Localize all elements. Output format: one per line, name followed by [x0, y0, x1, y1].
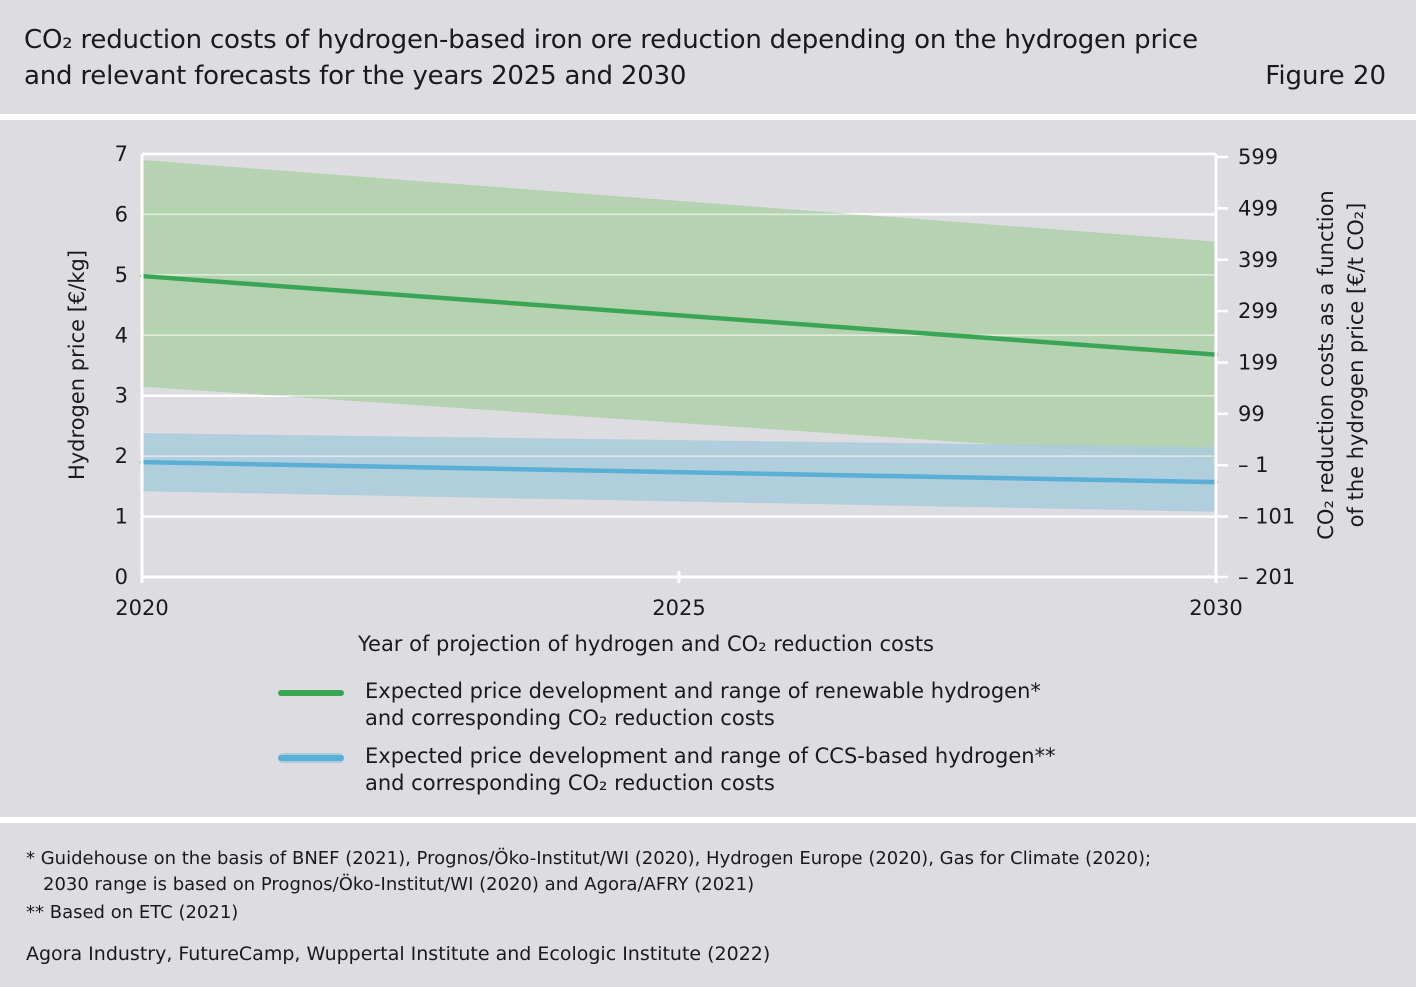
- tick-labels: 0 1 2 3 4 5 6 7 – 201 – 101 – 1 99 199 299 399 499 599 20…: [115, 142, 1296, 620]
- y2-tick-label: 199: [1238, 350, 1278, 374]
- chart-title-line1: CO₂ reduction costs of hydrogen-based ir…: [24, 25, 1198, 55]
- legend-text-renewable: Expected price development and range of …: [365, 678, 1125, 732]
- header-panel: CO₂ reduction costs of hydrogen-based ir…: [0, 0, 1416, 114]
- footnote-2: ** Based on ETC (2021): [26, 902, 239, 923]
- legend-ccs-line1: Expected price development and range of …: [365, 744, 1056, 768]
- figure-label: Figure 20: [1265, 61, 1386, 91]
- x-tick-label: 2030: [1189, 596, 1242, 620]
- y2-tick-label: 499: [1238, 196, 1278, 220]
- footnote-1-line1: * Guidehouse on the basis of BNEF (2021)…: [26, 848, 1152, 869]
- x-tick-label: 2025: [652, 596, 705, 620]
- y-tick-label: 4: [115, 323, 128, 347]
- range-bands: [142, 153, 1216, 518]
- range-band-renewable: [142, 160, 1216, 460]
- y2-axis-label-line1: CO₂ reduction costs as a function: [1314, 190, 1338, 539]
- series-line-ccs: [139, 459, 1219, 485]
- y2-tick-label: 399: [1238, 248, 1278, 272]
- x-axis-label: Year of projection of hydrogen and CO₂ r…: [357, 632, 934, 656]
- y2-tick-label: 599: [1238, 145, 1278, 169]
- chart-title: CO₂ reduction costs of hydrogen-based ir…: [24, 22, 1198, 94]
- axes: [140, 152, 1228, 583]
- chart-title-line2: and relevant forecasts for the years 202…: [24, 61, 687, 91]
- y-axis-label: Hydrogen price [€/kg]: [65, 250, 89, 480]
- x-tick-label: 2020: [115, 596, 168, 620]
- legend-renewable-line1: Expected price development and range of …: [365, 679, 1041, 703]
- legend-swatch-ccs: [278, 755, 344, 761]
- chart-panel: 0 1 2 3 4 5 6 7 – 201 – 101 – 1 99 199 299 399 499 599 20…: [0, 120, 1416, 817]
- y2-tick-label: – 201: [1238, 565, 1295, 589]
- footer-panel: * Guidehouse on the basis of BNEF (2021)…: [0, 823, 1416, 987]
- series-line-renewable: [139, 273, 1219, 357]
- legend-renewable-line2: and corresponding CO₂ reduction costs: [365, 706, 775, 730]
- footnote-1-line2: 2030 range is based on Prognos/Öko-Insti…: [43, 874, 755, 895]
- legend-text-ccs: Expected price development and range of …: [365, 743, 1125, 797]
- y2-tick-label: – 1: [1238, 453, 1269, 477]
- legend-ccs-line2: and corresponding CO₂ reduction costs: [365, 771, 775, 795]
- series-lines: [139, 273, 1219, 485]
- y-tick-label: 5: [115, 263, 128, 287]
- y-tick-label: 3: [115, 384, 128, 408]
- y-tick-label: 6: [115, 202, 128, 226]
- y-tick-label: 0: [115, 565, 128, 589]
- y2-axis-label-line2: of the hydrogen price [€/t CO₂]: [1344, 203, 1368, 528]
- source-note: Agora Industry, FutureCamp, Wuppertal In…: [26, 943, 771, 965]
- y-tick-label: 1: [115, 505, 128, 529]
- y2-tick-label: – 101: [1238, 505, 1295, 529]
- chart-svg: 0 1 2 3 4 5 6 7 – 201 – 101 – 1 99 199 299 399 499 599 20…: [65, 142, 1368, 656]
- y2-tick-label: 99: [1238, 402, 1265, 426]
- y-tick-label: 2: [115, 444, 128, 468]
- y2-tick-label: 299: [1238, 299, 1278, 323]
- y-tick-label: 7: [115, 142, 128, 166]
- legend-swatch-renewable: [278, 690, 344, 696]
